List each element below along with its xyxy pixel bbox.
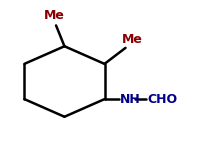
Text: Me: Me: [121, 33, 142, 46]
Text: CHO: CHO: [147, 93, 177, 106]
Text: Me: Me: [43, 9, 64, 22]
Text: NH: NH: [120, 93, 140, 106]
